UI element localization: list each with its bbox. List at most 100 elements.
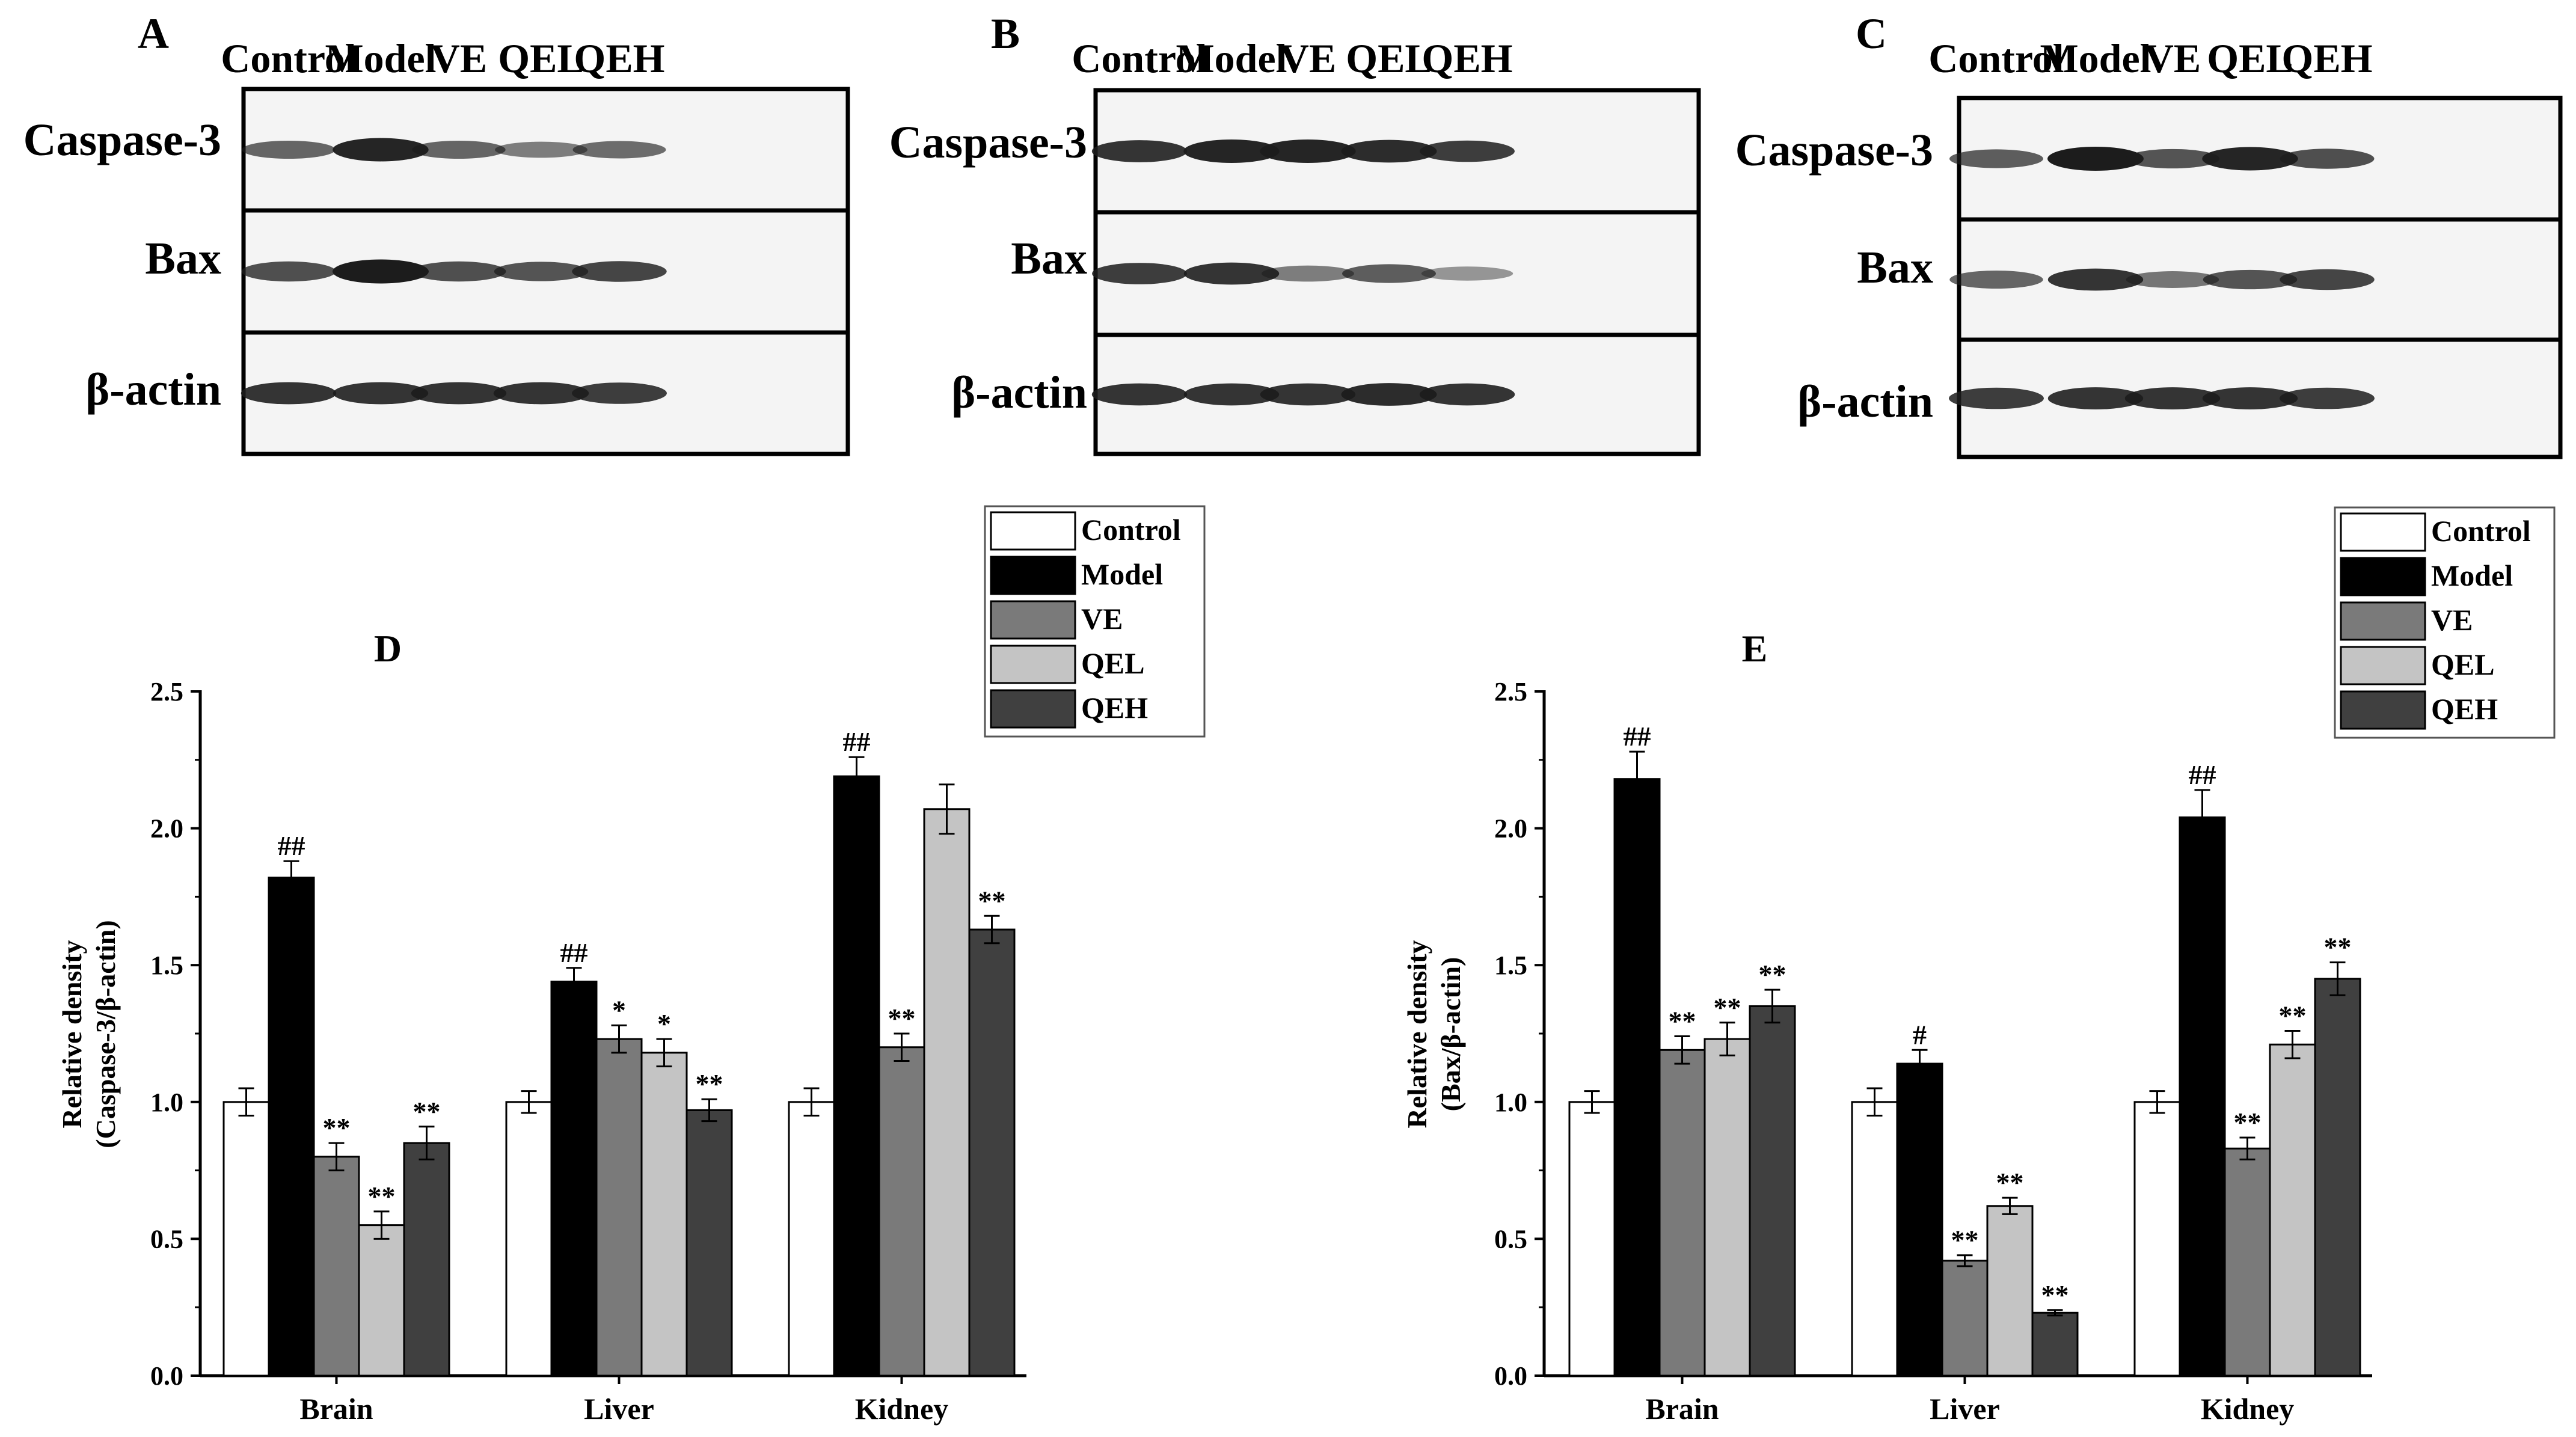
blot-band (493, 382, 589, 405)
bar-ve-kidney (878, 1046, 925, 1377)
bar-ve-liver (1941, 1260, 1989, 1377)
chart-title: E (1742, 627, 1768, 670)
bar-model-brain (268, 877, 315, 1377)
blot-row-label: Caspase-3 (1735, 125, 1933, 176)
bar-model-liver (1896, 1062, 1943, 1377)
legend-label: Model (1081, 557, 1163, 591)
blot-band (1949, 270, 2043, 289)
blot-band (333, 259, 429, 284)
y-tick-label: 2.0 (1494, 814, 1527, 844)
y-tick-label: 2.0 (150, 814, 183, 844)
legend-swatch-qel (990, 645, 1076, 684)
legend-swatch-control (2340, 512, 2426, 552)
legend: Control Model VE QEL QEH (984, 505, 1206, 738)
legend-label: QEL (1081, 646, 1145, 680)
blot-band (1949, 149, 2043, 168)
panel-letter-A: A (138, 10, 169, 58)
legend-swatch-qel (2340, 646, 2426, 685)
y-tick-label: 1.5 (150, 951, 183, 980)
blot-band (2202, 147, 2298, 171)
significance-label: * (657, 1008, 671, 1039)
bar-qeh-brain (1749, 1005, 1796, 1377)
bar-model-brain (1613, 778, 1661, 1377)
blot-band (1419, 383, 1515, 406)
blot-row-label: Bax (145, 233, 221, 284)
legend-swatch-model (2340, 557, 2426, 596)
bar-control-liver (505, 1101, 553, 1377)
x-tick-label: Kidney (2201, 1392, 2295, 1426)
blot-band (1183, 139, 1280, 163)
legend-swatch-model (990, 556, 1076, 595)
significance-label: ## (843, 726, 871, 757)
blot-band (2203, 269, 2298, 290)
bar-model-kidney (2179, 816, 2226, 1377)
blot-band (333, 138, 429, 162)
significance-label: ** (2279, 1000, 2307, 1031)
y-axis-label-line2: (Caspase-3/β-actin) (90, 920, 121, 1148)
bar-control-brain (1568, 1101, 1616, 1377)
significance-label: ** (1759, 959, 1786, 990)
bar-qeh-kidney (2314, 978, 2361, 1377)
x-tick-label: Brain (1645, 1392, 1719, 1426)
y-axis-label-line1: Relative density (1402, 940, 1432, 1128)
legend-label: VE (1081, 602, 1123, 636)
blot-band (333, 382, 429, 405)
significance-label: ** (888, 1003, 916, 1034)
blot-lane-label: VE (1280, 35, 1336, 81)
y-tick-label: 1.5 (1494, 951, 1527, 980)
legend-swatch-qeh (2340, 690, 2426, 730)
significance-label: ## (560, 937, 588, 968)
blot-band (494, 262, 589, 281)
blot-lane-label: VE (2144, 35, 2201, 81)
bar-qeh-brain (403, 1142, 450, 1377)
bar-qel-liver (640, 1052, 688, 1377)
bar-control-brain (222, 1101, 270, 1377)
legend-label: Control (2431, 514, 2531, 548)
significance-label: ## (1624, 721, 1651, 752)
bar-ve-brain (1658, 1049, 1706, 1377)
significance-label: ** (978, 885, 1006, 916)
blot-band (2047, 268, 2144, 291)
y-axis-label: Relative density (Caspase-3/β-actin) (57, 920, 121, 1148)
blot-lane-label: Control (1928, 35, 2064, 81)
blot-band (412, 140, 506, 159)
x-tick-label: Liver (584, 1392, 654, 1426)
bar-qeh-liver (2031, 1311, 2079, 1377)
blot-band (1260, 383, 1356, 406)
bar-control-kidney (788, 1101, 835, 1377)
significance-label: ## (278, 830, 305, 861)
y-tick-label: 2.5 (1494, 677, 1527, 706)
blot-lane-label: QEL (1346, 35, 1432, 81)
blot-row-label: β-actin (85, 364, 221, 415)
chart-panel-D: D 0.0 0.5 1.0 1.5 2.0 2.5 Relative density (Casp… (57, 505, 1206, 1426)
bar-ve-brain (313, 1156, 360, 1377)
y-axis-label-line2: (Bax/β-actin) (1435, 957, 1466, 1112)
legend-label: QEH (2431, 692, 2498, 726)
blot-lane-label: Model (325, 35, 436, 81)
blot-band (572, 382, 667, 404)
blot-band (1091, 383, 1188, 406)
legend-swatch-ve (990, 600, 1076, 640)
bar-model-liver (550, 981, 598, 1377)
significance-label: ** (413, 1096, 441, 1127)
bar-qel-brain (1704, 1038, 1751, 1377)
blot-band (1183, 383, 1280, 406)
y-tick-label: 0.5 (1494, 1224, 1527, 1254)
blot-band (411, 261, 506, 282)
bar-qeh-liver (685, 1109, 733, 1377)
x-tick-label: Brain (299, 1392, 373, 1426)
blot-band (1420, 140, 1515, 162)
blot-lane-label: QEH (1421, 35, 1512, 81)
legend-label: Model (2431, 559, 2513, 592)
blot-band (242, 140, 336, 159)
y-tick-label: 0.0 (1494, 1361, 1527, 1391)
chart-title: D (374, 627, 402, 670)
bar-ve-liver (595, 1038, 643, 1377)
blot-band (1341, 383, 1437, 406)
blot-lane-label: QEL (2207, 35, 2293, 81)
blot-band (495, 141, 587, 158)
significance-label: ## (2189, 759, 2216, 790)
